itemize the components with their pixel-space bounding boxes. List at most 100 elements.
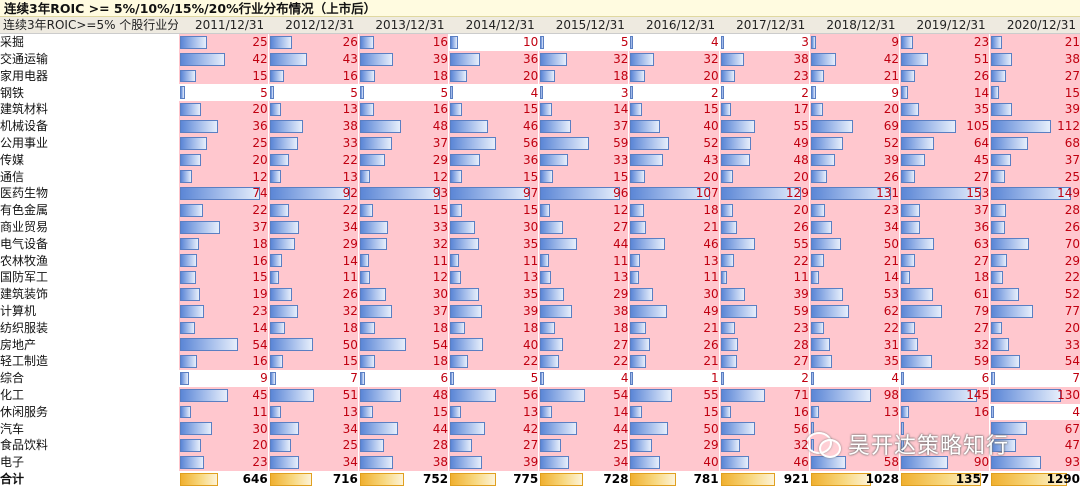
value-cell: 26: [718, 218, 810, 236]
cell-value: 27: [613, 337, 629, 352]
cell-value: 15: [522, 102, 539, 117]
table-row: 轻工制造 16 15 18 22 22 21 27 35 59 54: [0, 353, 1080, 370]
industry-name: 计算机: [0, 302, 179, 320]
cell-value: 12: [252, 169, 268, 184]
value-cell: 50: [267, 336, 359, 354]
value-cell: 39: [357, 50, 449, 68]
data-bar: [810, 69, 824, 83]
cell-value: 49: [793, 135, 809, 150]
cell-value: 30: [703, 287, 719, 302]
cell-value: 43: [342, 52, 358, 66]
data-bar: [991, 371, 995, 385]
data-bar: [630, 187, 711, 200]
data-bar: [901, 187, 982, 200]
cell-value: 29: [703, 438, 719, 453]
value-cell: 11: [177, 403, 269, 421]
cell-value: 20: [522, 68, 539, 83]
data-bar: [179, 455, 205, 469]
cell-value: 12: [432, 270, 449, 285]
cell-value: 15: [342, 354, 358, 369]
cell-value: 35: [522, 236, 539, 251]
data-bar: [630, 237, 665, 251]
value-cell: 92: [267, 185, 359, 202]
value-cell: 15: [448, 168, 539, 186]
cell-value: 50: [703, 421, 719, 436]
data-bar: [179, 187, 260, 200]
value-cell: 40: [628, 453, 720, 471]
data-bar: [179, 304, 205, 318]
cell-value: 20: [252, 438, 268, 453]
data-bar: [269, 388, 315, 402]
value-cell: 12: [357, 168, 449, 186]
data-bar: [991, 52, 1012, 66]
value-cell: 36: [448, 50, 539, 68]
value-cell: 14: [538, 101, 629, 118]
data-bar: [630, 153, 663, 167]
value-cell: 62: [808, 302, 900, 320]
table-row: 钢铁 5 5 5 4 3 2 2 9 14 15: [0, 84, 1080, 102]
value-cell: 14: [538, 403, 629, 421]
data-bar: [540, 355, 559, 368]
cell-value: 35: [522, 287, 539, 302]
value-cell: 105: [899, 118, 990, 135]
data-bar: [810, 388, 871, 402]
value-cell: 14: [808, 269, 900, 286]
cell-value: 22: [522, 354, 539, 369]
cell-value: 21: [1064, 35, 1080, 50]
cell-value: 13: [703, 253, 719, 268]
cell-value: 47: [1064, 438, 1080, 453]
value-cell: 18: [177, 235, 269, 253]
data-bar: [901, 422, 905, 436]
value-cell: 16: [177, 353, 269, 370]
data-bar: [540, 220, 563, 234]
value-cell: 4: [808, 369, 900, 387]
value-cell: 49: [718, 134, 810, 152]
cell-value: 46: [793, 455, 809, 470]
data-bar: [359, 287, 386, 301]
cell-value: 40: [703, 455, 719, 470]
industry-name: 国防军工: [0, 269, 179, 286]
value-cell: 93: [989, 453, 1080, 471]
cell-value: 14: [613, 404, 629, 419]
cell-value: 33: [613, 152, 629, 167]
industry-name: 休闲服务: [0, 403, 179, 421]
data-bar: [540, 136, 590, 150]
data-bar: [810, 136, 843, 150]
cell-value: 32: [703, 52, 719, 66]
value-cell: 32: [899, 336, 990, 354]
value-cell: 153: [899, 185, 990, 202]
value-cell: 13: [267, 403, 359, 421]
table-row: 采掘 25 26 16 10 5 4 3 9 23 21: [0, 33, 1080, 51]
industry-name: 电子: [0, 453, 179, 471]
total-bar: [359, 472, 405, 486]
value-cell: 23: [899, 33, 990, 51]
data-bar: [630, 136, 670, 150]
cell-value: 42: [252, 52, 268, 66]
year-header-7: 2018/12/31: [809, 17, 900, 35]
value-cell: 59: [538, 134, 629, 152]
cell-value: 29: [342, 236, 358, 251]
cell-value: 54: [613, 387, 629, 402]
data-bar: [630, 439, 653, 452]
value-cell: 15: [177, 67, 269, 85]
value-cell: 38: [989, 50, 1080, 68]
industry-name: 建筑装饰: [0, 285, 179, 303]
data-bar: [720, 52, 745, 66]
data-bar: [901, 371, 905, 385]
value-cell: 69: [808, 118, 900, 135]
value-cell: 16: [267, 67, 359, 85]
data-bar: [269, 338, 314, 352]
data-bar: [720, 254, 735, 268]
cell-value: 26: [973, 68, 990, 83]
value-cell: 21: [628, 319, 720, 337]
cell-value: 13: [342, 102, 358, 117]
value-cell: 22: [538, 353, 629, 370]
value-cell: 14: [177, 319, 269, 337]
cell-value: 22: [793, 253, 809, 268]
cell-value: 19: [252, 287, 268, 302]
value-cell: 52: [808, 134, 900, 152]
data-bar: [179, 136, 207, 150]
data-bar: [540, 304, 572, 318]
industry-name: 电气设备: [0, 235, 179, 253]
